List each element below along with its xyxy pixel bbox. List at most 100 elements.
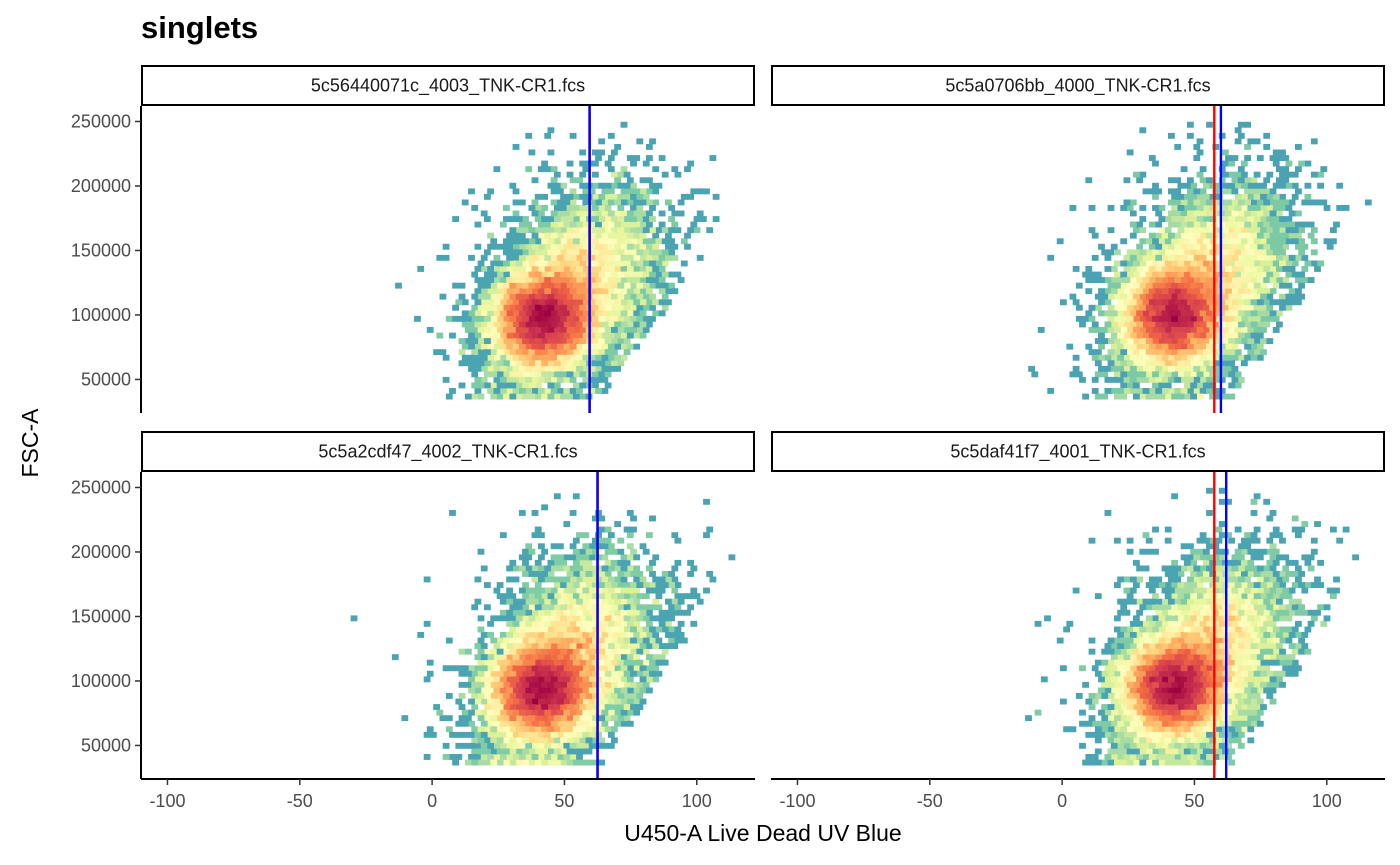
hexbin <box>487 277 494 283</box>
hexbin <box>668 615 675 622</box>
hexbin <box>626 698 634 705</box>
hexbin <box>506 365 513 372</box>
hexbin <box>1218 199 1226 206</box>
hexbin <box>649 260 656 267</box>
hexbin <box>611 582 618 588</box>
hexbin <box>1148 254 1156 261</box>
hexbin <box>646 299 653 306</box>
hexbin <box>1123 354 1131 361</box>
hexbin <box>1256 687 1264 694</box>
hexbin <box>607 587 615 594</box>
hexbin <box>1174 343 1182 350</box>
hexbin <box>1260 193 1267 200</box>
hexbin <box>1193 155 1201 161</box>
hexbin <box>1225 532 1232 539</box>
hexbin <box>601 343 609 350</box>
hexbin <box>538 598 545 605</box>
hexbin <box>499 277 507 283</box>
hexbin <box>1155 365 1163 372</box>
hexbin <box>646 177 653 184</box>
hexbin <box>458 681 466 688</box>
hexbin <box>509 315 517 322</box>
hexbin <box>1202 648 1210 655</box>
hexbin <box>1323 238 1331 245</box>
hexbin <box>614 221 621 228</box>
hexbin <box>1193 332 1201 339</box>
hexbin <box>1180 654 1188 661</box>
hexbin <box>490 704 498 710</box>
hexbin <box>1120 271 1128 278</box>
hexbin <box>1228 604 1236 611</box>
hexbin <box>588 543 596 550</box>
hexbin <box>1241 293 1248 300</box>
hexbin <box>620 709 628 716</box>
hexbin <box>1218 277 1226 283</box>
hexbin <box>1256 266 1264 272</box>
hexbin <box>560 293 567 300</box>
hexbin <box>1177 626 1185 633</box>
hexbin <box>1218 720 1226 727</box>
hexbin <box>1161 266 1169 272</box>
hexbin <box>633 254 641 261</box>
hexbin <box>1234 138 1242 145</box>
hexbin <box>1180 332 1188 339</box>
hexbin <box>1174 299 1182 306</box>
hexbin <box>1117 754 1124 760</box>
hexbin <box>579 327 587 333</box>
hexbin <box>633 609 641 616</box>
hexbin <box>1136 343 1143 350</box>
hexbin <box>553 737 561 744</box>
hexbin <box>566 227 574 234</box>
hexbin <box>1298 582 1305 588</box>
hexbin <box>1250 598 1258 605</box>
hexbin <box>553 182 561 189</box>
hexbin <box>1164 648 1172 655</box>
y-tick-label: 200000 <box>71 176 131 196</box>
hexbin <box>1174 576 1182 583</box>
hexbin <box>569 510 577 516</box>
hexbin <box>1256 221 1264 228</box>
hexbin <box>1094 593 1102 600</box>
hexbin <box>534 670 542 677</box>
hexbin <box>646 609 653 616</box>
hexbin <box>1272 216 1280 222</box>
hexbin <box>1228 626 1236 633</box>
hexbin <box>579 371 587 378</box>
hexbin <box>550 687 558 694</box>
hexbin <box>1222 360 1229 367</box>
hexbin <box>1152 160 1159 167</box>
hexbin <box>649 271 656 278</box>
hexbin <box>1139 227 1147 234</box>
hexbin <box>1285 626 1293 633</box>
hexbin <box>658 155 666 161</box>
hexbin <box>563 698 571 705</box>
hexbin <box>1295 288 1302 295</box>
hexbin <box>1120 681 1128 688</box>
hexbin <box>598 238 606 245</box>
facet-label: 5c56440071c_4003_TNK-CR1.fcs <box>311 76 585 97</box>
hexbin <box>1117 288 1124 295</box>
hexbin <box>1279 149 1286 156</box>
hexbin <box>604 238 612 245</box>
hexbin <box>579 659 587 666</box>
hexbin <box>1145 537 1153 544</box>
hexbin <box>1215 227 1223 234</box>
hexbin <box>1241 360 1248 367</box>
hexbin <box>1206 543 1213 550</box>
hexbin <box>1136 720 1143 727</box>
hexbin <box>674 637 682 644</box>
hexbin <box>1206 354 1213 361</box>
hexbin <box>1215 582 1223 588</box>
hexbin <box>1060 665 1067 672</box>
hexbin <box>515 304 523 311</box>
hexbin <box>518 277 526 283</box>
hexbin <box>528 637 536 644</box>
hexbin <box>614 676 621 683</box>
hexbin <box>544 754 552 760</box>
hexbin <box>1212 266 1220 272</box>
hexbin <box>1241 659 1248 666</box>
hexbin <box>553 693 561 699</box>
hexbin <box>690 188 698 195</box>
hexbin <box>1171 205 1178 211</box>
hexbin <box>550 166 558 173</box>
